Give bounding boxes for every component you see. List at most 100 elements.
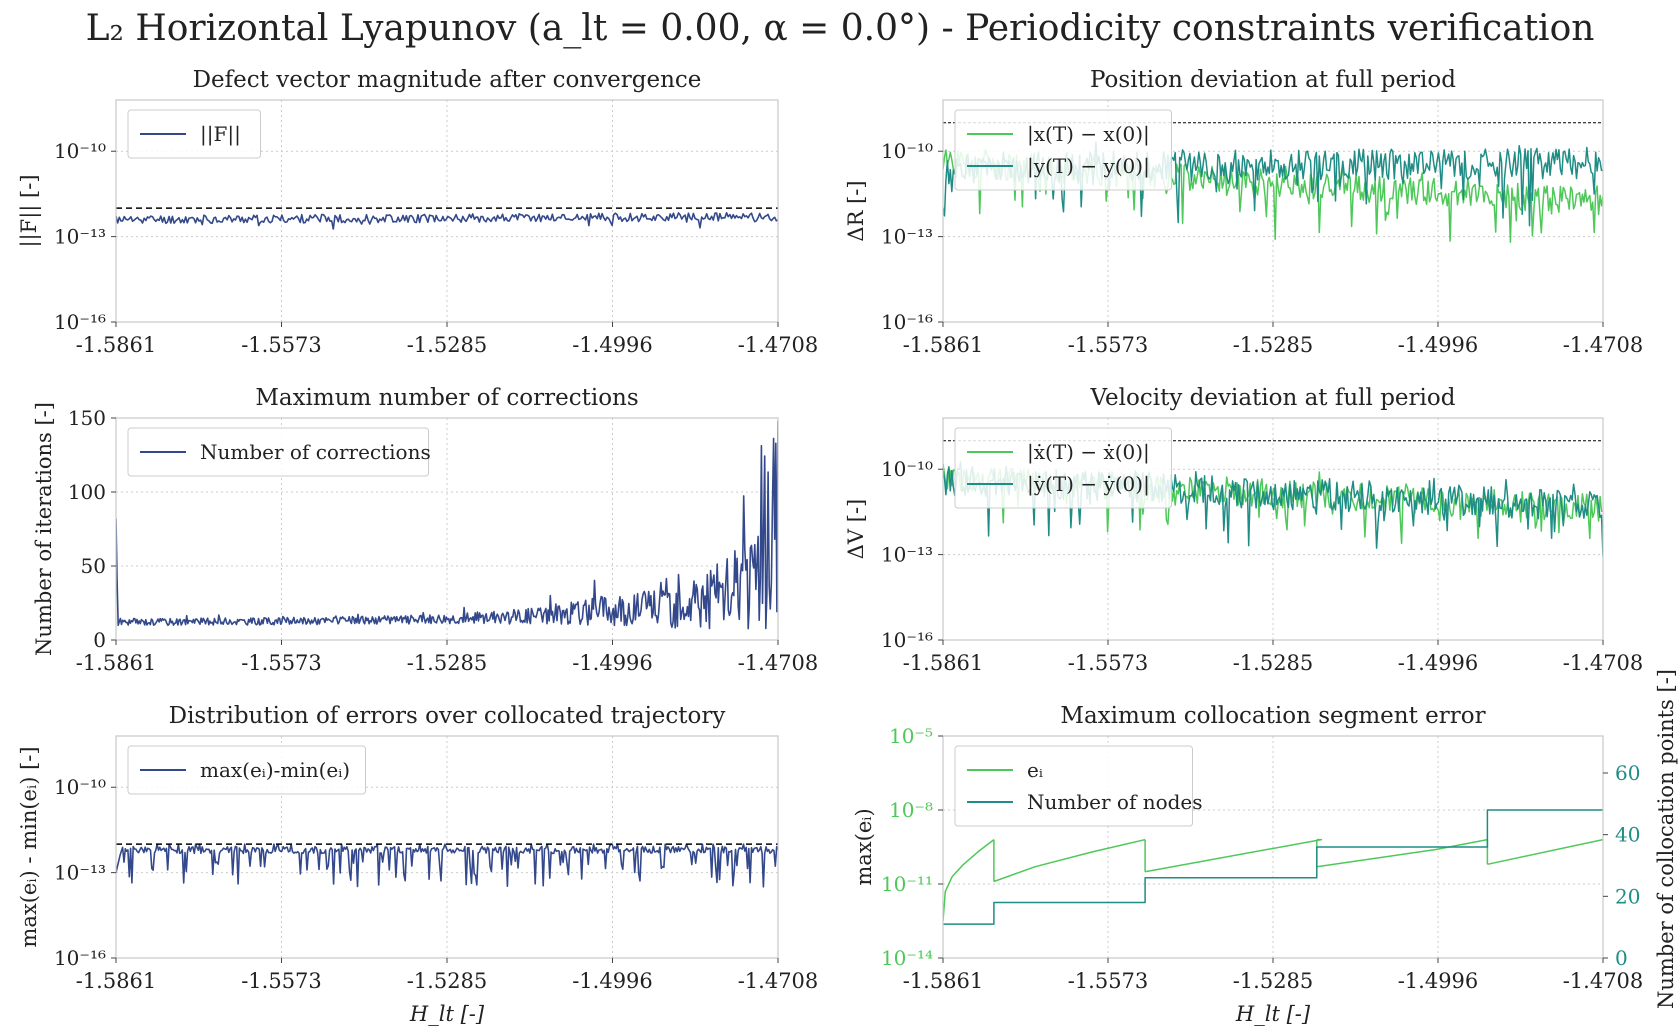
x-tick-label: -1.5573 [1068, 333, 1149, 357]
legend-label: |x(T) − x(0)| [1027, 122, 1150, 147]
x-tick-label: -1.4708 [1563, 969, 1644, 993]
y-tick-label: 10⁻¹³ [881, 543, 933, 567]
y-tick-label: 10⁻⁸ [889, 798, 933, 822]
x-tick-label: -1.5285 [407, 333, 488, 357]
legend-label: |ẏ(T) − ẏ(0)| [1027, 472, 1150, 497]
y-tick-label: 10⁻¹⁰ [54, 139, 106, 163]
legend-label: |ẋ(T) − ẋ(0)| [1027, 440, 1150, 465]
x-tick-label: -1.4708 [738, 333, 819, 357]
y-axis-label: max(eᵢ) [852, 808, 876, 885]
series-line-0 [116, 843, 778, 888]
legend-frame [954, 745, 1193, 827]
y-right-axis-label: Number of collocation points [-] [1654, 669, 1678, 1009]
plot-lines [116, 420, 778, 630]
subplot-title: Maximum number of corrections [255, 385, 638, 411]
subplot-defect: -1.5861 -1.5573 -1.5285 -1.4996 -1.4708 10⁻¹⁰… [17, 67, 818, 357]
legend: |x(T) − x(0)| |y(T) − y(0)| [954, 109, 1172, 191]
subplot-title: Maximum collocation segment error [1060, 703, 1485, 729]
subplot-title: Defect vector magnitude after convergenc… [193, 67, 702, 93]
subplot-title: Position deviation at full period [1090, 67, 1456, 93]
subplot-distribution: -1.5861 -1.5573 -1.5285 -1.4996 -1.4708 10⁻¹⁰… [17, 703, 818, 1026]
x-tick-label: -1.5861 [76, 651, 157, 675]
y-tick-label: 10⁻⁵ [889, 724, 933, 748]
x-tick-label: -1.5285 [1233, 651, 1314, 675]
x-tick-label: -1.5861 [903, 333, 984, 357]
x-tick-label: -1.4996 [1398, 651, 1479, 675]
subplot-title: Velocity deviation at full period [1090, 385, 1456, 411]
x-tick-label: -1.4996 [1398, 969, 1479, 993]
y-axis-label: ΔV [-] [844, 499, 868, 560]
plot-lines [116, 212, 778, 230]
x-tick-label: -1.4996 [1398, 333, 1479, 357]
x-tick-label: -1.4708 [738, 969, 819, 993]
subplot-collocation: -1.5861 -1.5573 -1.5285 -1.4996 -1.4708 10⁻⁵ 1… [852, 669, 1678, 1026]
legend: eᵢ Number of nodes [954, 745, 1203, 827]
x-tick-label: -1.4708 [738, 651, 819, 675]
x-tick-label: -1.4996 [572, 651, 653, 675]
legend: ||F|| [127, 109, 261, 159]
legend-label: Number of corrections [200, 440, 431, 464]
y-right-tick-label: 40 [1615, 823, 1640, 847]
y-axis-label: ||F|| [-] [17, 174, 42, 247]
legend-frame [954, 109, 1172, 191]
y-tick-label: 10⁻¹⁶ [881, 310, 933, 334]
series-line-0 [116, 212, 778, 230]
y-tick-label: 50 [81, 554, 106, 578]
legend-frame [954, 427, 1172, 509]
y-axis-label: Number of iterations [-] [32, 402, 56, 656]
series-line-0 [116, 420, 778, 630]
legend-label: max(eᵢ)-min(eᵢ) [200, 758, 350, 782]
y-tick-label: 10⁻¹¹ [881, 872, 933, 896]
x-tick-label: -1.5573 [241, 651, 322, 675]
y-tick-label: 100 [68, 480, 106, 504]
x-tick-label: -1.5573 [1068, 651, 1149, 675]
legend-frame [127, 109, 261, 159]
x-tick-label: -1.5573 [241, 969, 322, 993]
x-tick-label: -1.5573 [1068, 969, 1149, 993]
y-right-tick-label: 60 [1615, 761, 1640, 785]
x-tick-label: -1.4708 [1563, 651, 1644, 675]
y-right-tick-label: 20 [1615, 884, 1640, 908]
x-tick-label: -1.4708 [1563, 333, 1644, 357]
y-tick-label: 10⁻¹³ [54, 861, 106, 885]
y-tick-label: 10⁻¹⁴ [881, 946, 933, 970]
series-line-1 [943, 141, 1603, 227]
x-tick-label: -1.5285 [1233, 969, 1314, 993]
series-line-1 [943, 809, 1603, 925]
figure-suptitle: L₂ Horizontal Lyapunov (a_lt = 0.00, α =… [86, 8, 1595, 49]
x-tick-label: -1.5573 [241, 333, 322, 357]
x-tick-label: -1.5861 [903, 969, 984, 993]
x-tick-label: -1.5861 [76, 969, 157, 993]
y-axis-label: ΔR [-] [844, 180, 868, 241]
y-tick-label: 10⁻¹⁰ [881, 457, 933, 481]
subplot-velocity: -1.5861 -1.5573 -1.5285 -1.4996 -1.4708 10⁻¹⁰… [844, 385, 1643, 675]
y-tick-label: 10⁻¹³ [54, 225, 106, 249]
x-tick-label: -1.4996 [572, 969, 653, 993]
x-tick-label: -1.5861 [76, 333, 157, 357]
subplot-corrections: -1.5861 -1.5573 -1.5285 -1.4996 -1.4708 0 50 10… [32, 385, 818, 675]
y-tick-label: 0 [93, 628, 106, 652]
x-axis-label: H_lt [-] [1235, 1002, 1311, 1026]
legend: |ẋ(T) − ẋ(0)| |ẏ(T) − ẏ(0)| [954, 427, 1172, 509]
y-tick-label: 10⁻¹⁰ [54, 775, 106, 799]
legend: max(eᵢ)-min(eᵢ) [127, 745, 366, 795]
x-axis-label: H_lt [-] [409, 1002, 485, 1026]
x-tick-label: -1.5285 [407, 651, 488, 675]
y-tick-label: 150 [68, 406, 106, 430]
legend-label: Number of nodes [1027, 790, 1203, 814]
y-tick-label: 10⁻¹⁶ [54, 310, 106, 334]
x-tick-label: -1.5285 [1233, 333, 1314, 357]
subplot-title: Distribution of errors over collocated t… [169, 703, 726, 729]
plot-lines [116, 843, 778, 888]
subplot-grid: -1.5861 -1.5573 -1.5285 -1.4996 -1.4708 10⁻¹⁰… [17, 67, 1678, 1026]
x-tick-label: -1.5861 [903, 651, 984, 675]
x-tick-label: -1.4996 [572, 333, 653, 357]
y-tick-label: 10⁻¹⁶ [881, 628, 933, 652]
plot-lines [943, 809, 1603, 925]
legend-frame [127, 427, 429, 477]
legend-label: ||F|| [200, 122, 241, 147]
y-axis-label: max(eᵢ) - min(eᵢ) [-] [17, 746, 41, 947]
legend-label: |y(T) − y(0)| [1027, 154, 1150, 179]
y-right-tick-label: 0 [1615, 946, 1628, 970]
